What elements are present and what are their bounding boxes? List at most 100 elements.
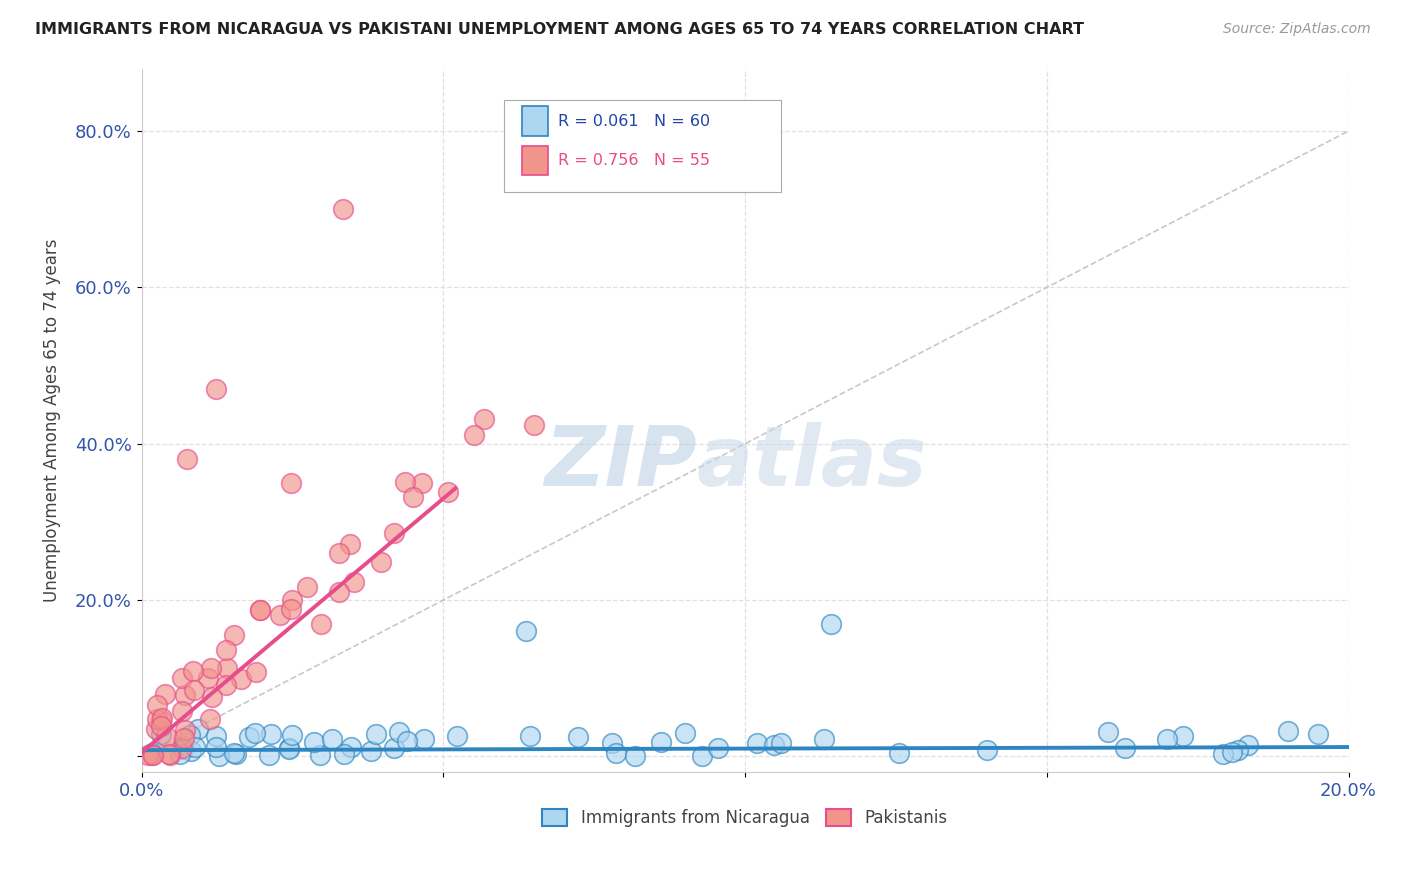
Point [170,704,193,718]
Point [141,747,163,762]
Point [1097,724,1119,739]
Point [278,741,301,756]
Bar [522,146,548,176]
Point [155,729,177,743]
Point [436,484,458,499]
Point [413,731,436,746]
Point [142,747,165,762]
Text: ZIP: ZIP [544,422,697,503]
Point [187,723,209,737]
Point [567,730,589,744]
Point [976,742,998,756]
Point [174,688,197,702]
Point [887,747,910,761]
Point [179,728,201,742]
Text: R = 0.061   N = 60: R = 0.061 N = 60 [558,113,710,128]
Point [229,672,252,686]
Point [1156,732,1178,747]
Point [269,607,291,622]
Point [183,740,205,755]
Point [820,616,842,631]
Point [411,475,433,490]
Point [173,742,195,756]
Point [446,729,468,743]
Point [150,719,173,733]
Point [463,428,485,442]
Text: IMMIGRANTS FROM NICARAGUA VS PAKISTANI UNEMPLOYMENT AMONG AGES 65 TO 74 YEARS CO: IMMIGRANTS FROM NICARAGUA VS PAKISTANI U… [35,22,1084,37]
Point [215,678,238,692]
Point [515,624,537,639]
Point [321,732,343,747]
Point [472,412,495,426]
Point [222,627,245,641]
Point [295,580,318,594]
Point [673,725,696,739]
Point [1308,727,1330,741]
Point [370,556,392,570]
Point [1114,741,1136,756]
Point [217,661,239,675]
Point [157,747,180,761]
Point [201,690,224,704]
Point [155,687,177,701]
Point [146,713,169,727]
Text: Source: ZipAtlas.com: Source: ZipAtlas.com [1223,22,1371,37]
Point [747,736,769,750]
Point [1220,745,1243,759]
Point [339,537,361,551]
Point [364,727,387,741]
Point [328,546,350,560]
Point [180,744,202,758]
Point [692,748,714,763]
Point [205,739,228,754]
Point [169,747,191,762]
Point [1173,729,1195,743]
Point [245,665,267,679]
Point [243,726,266,740]
Point [340,739,363,754]
Point [762,738,785,752]
Point [394,475,416,489]
Point [174,723,197,738]
Point [238,730,260,744]
Point [173,739,195,753]
Point [260,727,283,741]
Point [523,417,546,432]
Point [257,747,280,762]
Point [311,617,333,632]
Point [145,722,167,736]
Point [249,603,271,617]
Point [1237,738,1260,752]
Point [650,735,672,749]
Point [605,746,627,760]
Point [205,730,228,744]
FancyBboxPatch shape [503,100,782,192]
Text: R = 0.756   N = 55: R = 0.756 N = 55 [558,153,710,169]
Y-axis label: Unemployment Among Ages 65 to 74 years: Unemployment Among Ages 65 to 74 years [44,238,60,602]
Point [388,725,411,739]
Point [382,740,405,755]
Point [222,746,245,760]
Point [225,747,247,761]
Point [280,593,302,607]
Point [136,747,159,762]
Point [172,671,194,685]
Point [332,202,354,217]
Point [309,748,332,763]
Point [198,712,221,726]
Point [395,734,418,748]
Point [1212,747,1234,762]
Point [280,728,302,742]
Point [170,741,193,756]
Point [200,661,222,675]
Point [332,747,354,762]
Point [1277,723,1299,738]
Point [328,584,350,599]
Point [150,711,173,725]
Point [176,452,198,467]
Point [159,747,181,762]
Point [304,734,326,748]
Point [402,490,425,504]
Point [813,731,835,746]
Point [197,671,219,685]
